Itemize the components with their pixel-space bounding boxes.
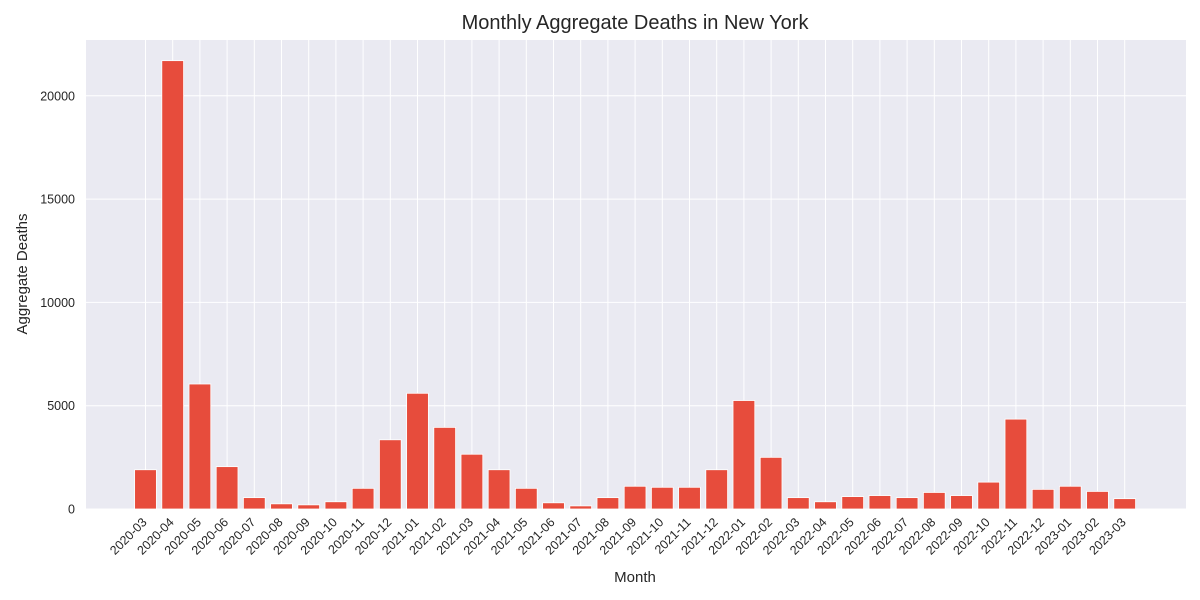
bar-2022-07: [895, 497, 919, 510]
bar-2022-06: [868, 495, 892, 510]
bar-2020-04: [161, 60, 184, 510]
bars: [134, 60, 1136, 510]
x-tick-labels: 2020-032020-042020-052020-062020-072020-…: [107, 515, 1129, 557]
y-tick-label: 0: [68, 503, 75, 517]
bar-2023-02: [1086, 491, 1109, 510]
plot-background: [86, 40, 1186, 509]
bar-2022-05: [841, 496, 864, 510]
bar-2021-09: [623, 485, 647, 510]
bar-2021-04: [487, 469, 511, 510]
bar-2020-10: [324, 501, 348, 510]
chart-title: Monthly Aggregate Deaths in New York: [462, 12, 810, 34]
y-tick-label: 15000: [40, 193, 75, 207]
bar-2022-03: [787, 497, 810, 510]
bar-2022-04: [814, 501, 837, 510]
bar-2022-11: [1004, 418, 1028, 510]
bar-2021-02: [433, 426, 456, 510]
y-tick-label: 20000: [40, 89, 75, 103]
bar-2023-03: [1113, 498, 1136, 510]
bar-2022-09: [950, 495, 973, 510]
y-tick-labels: 0 5000 10000 15000 20000: [40, 89, 75, 516]
bar-2021-03: [460, 453, 484, 510]
bar-2020-07: [243, 497, 266, 510]
bar-2021-06: [542, 502, 565, 510]
bar-2020-09: [297, 504, 320, 510]
y-axis-label: Aggregate Deaths: [14, 214, 31, 335]
bar-2022-12: [1031, 488, 1055, 510]
x-axis-label: Month: [614, 569, 656, 586]
bar-2021-07: [569, 505, 592, 510]
bar-2020-05: [188, 383, 212, 510]
bar-2020-06: [215, 466, 239, 510]
bar-2020-11: [351, 487, 375, 510]
bar-2020-12: [379, 439, 402, 510]
bar-2020-08: [270, 503, 293, 510]
bar-2021-01: [406, 392, 429, 510]
bar-2022-01: [732, 400, 756, 510]
bar-2022-08: [923, 492, 946, 510]
bar-2022-02: [759, 456, 783, 510]
bar-2021-11: [678, 486, 701, 510]
y-tick-label: 10000: [40, 296, 75, 310]
bar-2021-12: [705, 469, 728, 510]
y-tick-label: 5000: [47, 399, 75, 413]
bar-2021-08: [596, 497, 620, 510]
grid-lines: [86, 40, 1186, 510]
bar-2021-05: [515, 487, 538, 510]
bar-2023-01: [1059, 485, 1082, 510]
bar-2020-03: [134, 469, 157, 510]
bar-2021-10: [651, 486, 674, 510]
bar-2022-10: [977, 481, 1000, 510]
